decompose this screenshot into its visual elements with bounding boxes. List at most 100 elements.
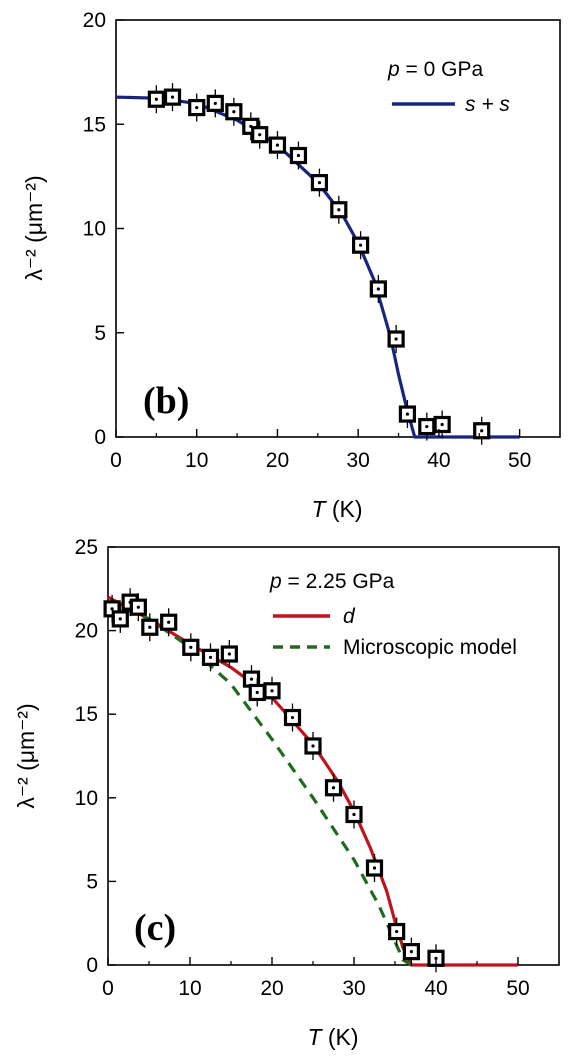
panel-c-point-center <box>331 786 336 790</box>
panel-b-point-center <box>480 429 484 433</box>
panel-c-x-tick-label: 20 <box>260 977 283 1000</box>
panel-c-plot-frame <box>107 546 560 966</box>
panel-c-data-point <box>324 773 343 802</box>
panel-c-legend-label-d: d <box>343 605 356 628</box>
panel-c-y-tick-label: 20 <box>75 620 98 643</box>
panel-b-legend-label: s + s <box>465 93 510 116</box>
panel-c-x-tick-label: 30 <box>342 977 365 1000</box>
panel-b-data-point <box>289 141 308 170</box>
panel-c-point-center <box>290 715 295 720</box>
panel-b-point-center <box>359 243 363 247</box>
panel-c-microscopic-model-curve <box>107 600 413 967</box>
panel-b-data-point <box>369 274 387 303</box>
panel-b-point-center <box>170 95 175 99</box>
panel-b-point-center <box>376 287 380 291</box>
panel-c-point-center <box>372 866 377 870</box>
panel-c-point-center <box>208 655 213 659</box>
panel-b-data-point <box>352 231 370 260</box>
panel-b-chart: 0 10 20 30 40 50 0 5 10 15 20 T (K) λ⁻² (μm⁻²) (b)… <box>21 9 561 522</box>
panel-b-point-center <box>213 101 217 105</box>
panel-c-point-center <box>352 812 356 817</box>
panel-c-y-tick-label: 25 <box>75 536 98 559</box>
panel-b-point-center <box>425 424 429 429</box>
panel-b-x-tick-label: 20 <box>266 449 289 472</box>
panel-b-point-center <box>154 97 158 101</box>
panel-b-data-point <box>330 195 348 224</box>
panel-c-point-center <box>110 607 114 611</box>
panel-c-point-center <box>270 689 274 693</box>
panel-c-data-point <box>388 917 406 946</box>
panel-c-point-center <box>255 690 259 695</box>
panel-c-data-point <box>111 604 129 633</box>
panel-c-point-center <box>249 677 254 681</box>
panel-c-data-point <box>220 640 238 669</box>
panel-c-legend: p = 2.25 GPa d Microscopic model <box>269 570 517 659</box>
panel-b-x-tick-label: 40 <box>427 449 450 472</box>
panel-b-data-point <box>225 97 243 126</box>
panel-b-legend: p = 0 GPa s + s <box>387 58 510 116</box>
panel-b-data-point <box>433 410 451 439</box>
panel-b-y-tick-label: 20 <box>83 9 106 32</box>
panel-b-data-point <box>398 400 417 429</box>
panel-c-marks <box>103 588 518 973</box>
panel-b-point-center <box>405 412 410 416</box>
panel-c-x-tick-label: 50 <box>506 977 529 1000</box>
panel-c-point-center <box>409 950 413 954</box>
panel-c-data-point <box>263 676 281 705</box>
panel-b-point-center <box>258 133 262 137</box>
panel-b-data-point <box>251 120 269 149</box>
panel-c-data-point <box>141 613 159 642</box>
panel-b-x-axis-label: T (K) <box>311 496 362 522</box>
panel-c-x-tick-label: 40 <box>424 977 447 1000</box>
panel-b-point-center <box>317 181 322 185</box>
panel-b-x-tick-label: 50 <box>508 449 531 472</box>
panel-c-y-tick-label: 15 <box>75 703 98 726</box>
panel-b-y-axis-label: λ⁻² (μm⁻²) <box>21 175 47 280</box>
panel-b-point-center <box>232 110 236 114</box>
panel-b-plot-frame <box>115 19 561 438</box>
panel-b-data-point <box>163 83 182 112</box>
panel-b-data-point <box>473 416 491 445</box>
panel-b-y-tick-label: 0 <box>94 426 106 449</box>
panel-c-point-center <box>227 652 231 656</box>
panel-b-point-center <box>296 153 301 158</box>
panel-b-x-tick-label: 0 <box>110 449 122 472</box>
panel-c-data-point <box>160 608 178 637</box>
panel-b-marks <box>115 83 520 445</box>
panel-c-point-center <box>395 929 399 934</box>
panel-b-label: (b) <box>143 380 189 422</box>
panel-b-point-center <box>440 422 444 427</box>
panel-c-point-center <box>167 620 171 624</box>
panel-c-y-axis-label: λ⁻² (μm⁻²) <box>13 703 39 808</box>
panel-c-x-axis-label: T (K) <box>307 1024 358 1050</box>
panel-b-data-point <box>206 89 224 118</box>
panel-b-y-tick-label: 15 <box>83 113 106 136</box>
panel-b-point-center <box>337 208 341 212</box>
panel-c-y-tick-label: 5 <box>86 870 98 893</box>
panel-b-data-point <box>188 93 206 122</box>
panel-b-point-center <box>394 337 398 341</box>
panel-c-chart: 0 10 20 30 40 50 0 5 10 15 20 25 T (K) λ⁻² (μm⁻²) (… <box>13 536 560 1050</box>
panel-c-y-tick-label: 10 <box>75 787 98 810</box>
panel-c-point-center <box>136 605 140 609</box>
panel-c-legend-title: p = 2.25 GPa <box>269 570 395 593</box>
panel-b-x-tick-label: 10 <box>185 449 208 472</box>
panel-c-data-point <box>304 731 322 760</box>
panel-c-data-point <box>283 703 302 732</box>
panel-b-data-point <box>310 168 329 197</box>
panel-c-legend-label-microscopic: Microscopic model <box>343 636 517 659</box>
panel-c-data-point <box>402 937 420 966</box>
panel-c-point-center <box>148 625 152 629</box>
panel-c-data-point <box>365 854 384 883</box>
panel-c-label: (c) <box>134 907 176 949</box>
panel-b-point-center <box>275 143 280 147</box>
panel-b-data-point <box>147 85 165 114</box>
panel-b-ticks: 0 10 20 30 40 50 0 5 10 15 20 <box>83 9 532 472</box>
panel-c-point-center <box>311 744 315 748</box>
panel-c-x-tick-label: 0 <box>102 977 114 1000</box>
panel-b-legend-title: p = 0 GPa <box>387 58 483 81</box>
panel-b-y-tick-label: 10 <box>83 218 106 241</box>
panel-c-point-center <box>189 645 193 649</box>
panel-c-data-point <box>201 643 220 672</box>
